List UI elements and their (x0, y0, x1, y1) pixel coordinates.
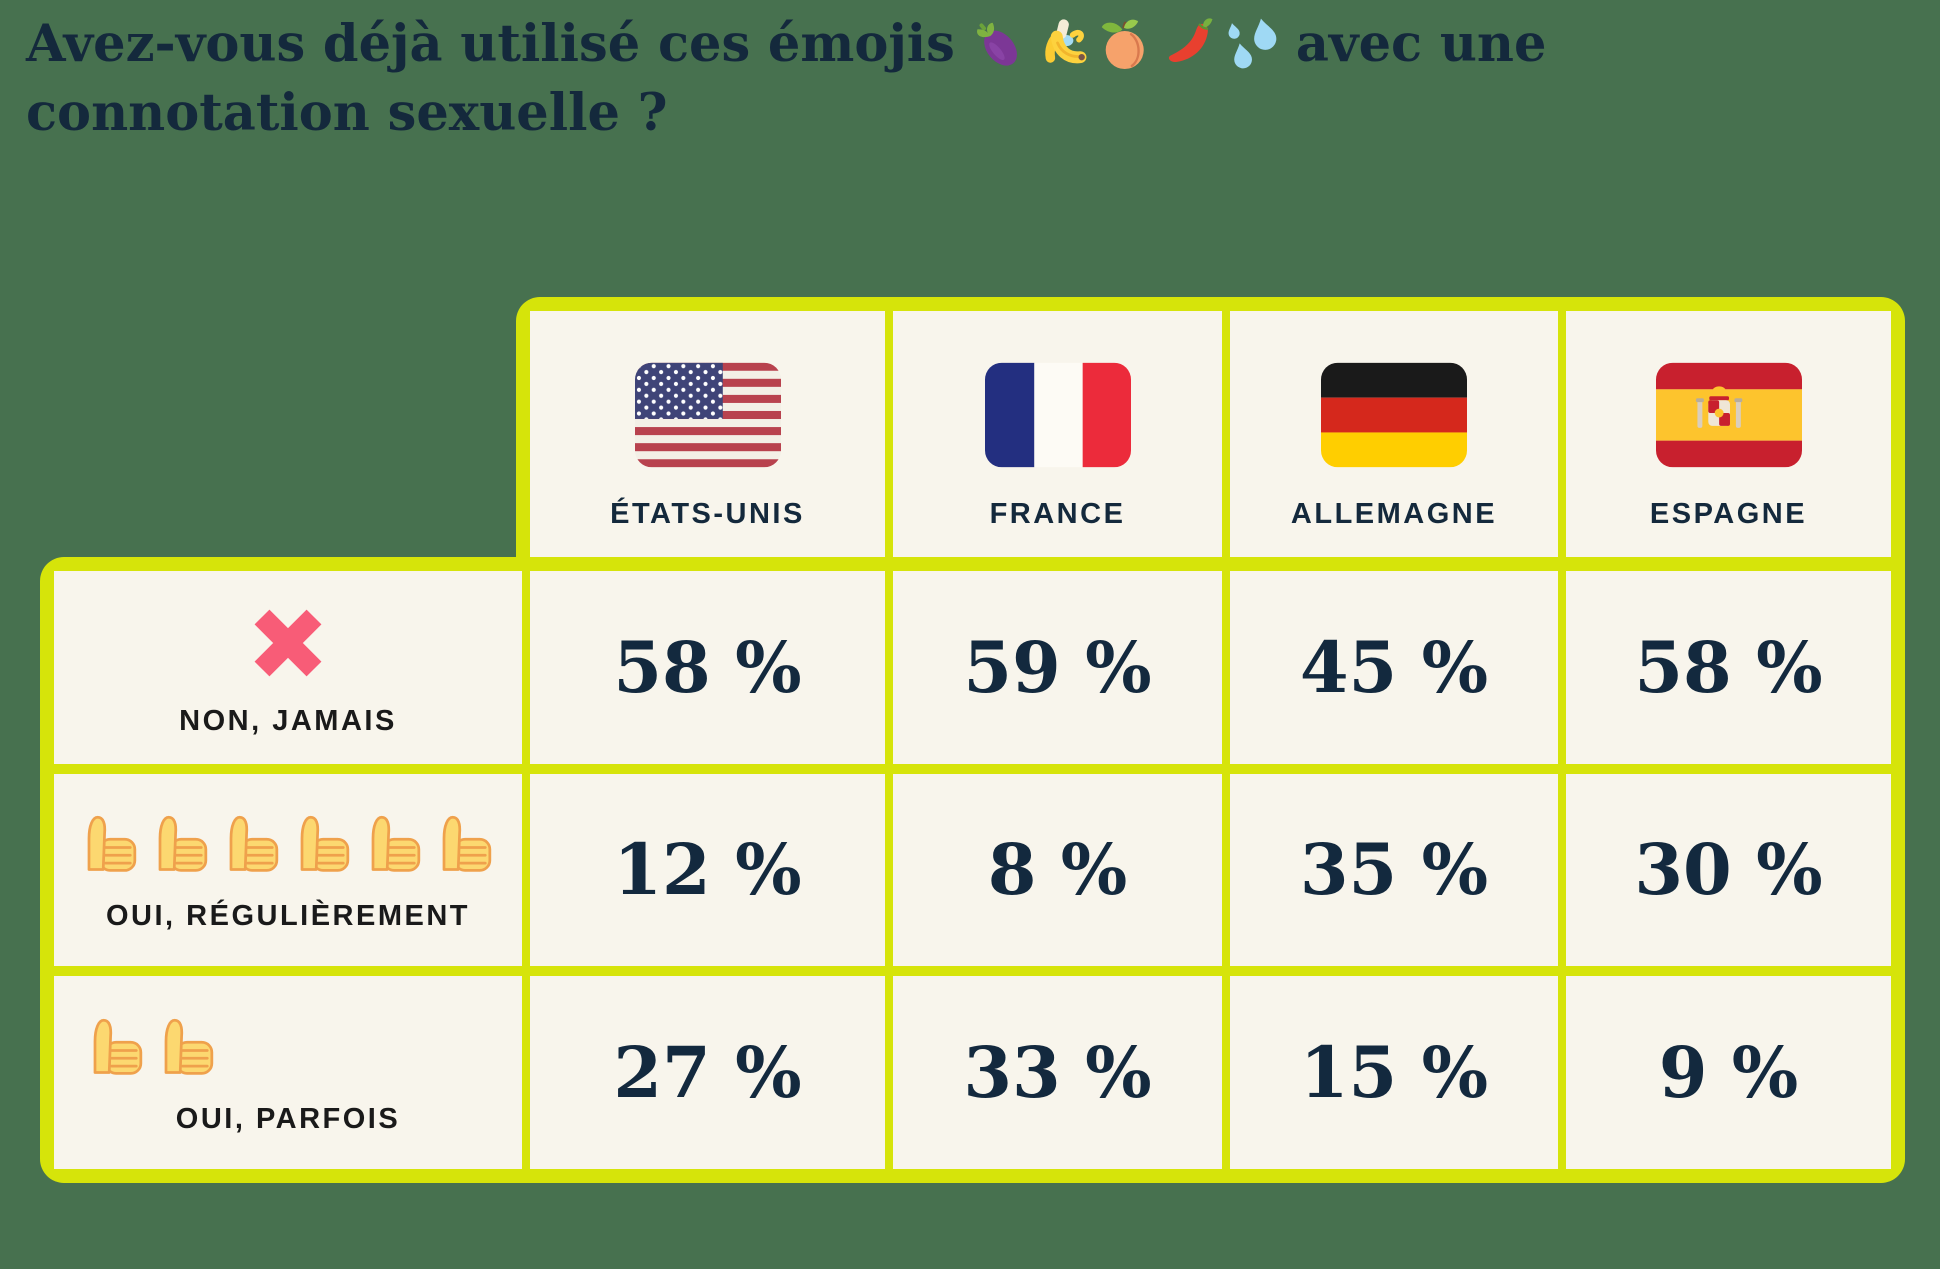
country-label-france: FRANCE (989, 498, 1126, 530)
value-espagne-oui-parfois: 9 % (1566, 976, 1891, 1169)
thumbs-up-icon (229, 816, 278, 873)
value-etats-unis-non-jamais: 58 % (530, 571, 885, 764)
thumbs-up-icon (442, 816, 491, 873)
banana-icon (1045, 18, 1087, 63)
title-line-2: connotation sexuelle ? (26, 83, 668, 143)
value-espagne-oui-regulierement: 30 % (1566, 773, 1891, 967)
thumbs-up-icon (164, 1019, 214, 1075)
germany-flag-icon (1321, 362, 1467, 468)
row-icons-oui-parfois (54, 1009, 522, 1081)
row-icons-non-jamais (54, 597, 522, 683)
value-france-oui-regulierement: 8 % (893, 773, 1222, 967)
country-label-espagne: ESPAGNE (1649, 498, 1808, 530)
value-etats-unis-oui-regulierement: 12 % (530, 773, 885, 967)
results-table: NON, JAMAIS 58 % 59 % 45 % 58 % OUI, RÉG… (40, 557, 1905, 1183)
value-allemagne-non-jamais: 45 % (1230, 571, 1558, 764)
value-allemagne-oui-parfois: 15 % (1230, 976, 1558, 1169)
value-france-oui-parfois: 33 % (893, 976, 1222, 1169)
france-flag-icon (984, 362, 1131, 468)
value-espagne-non-jamais: 58 % (1566, 571, 1891, 764)
title-text-before-emojis: Avez-vous déjà utilisé ces émojis (26, 14, 955, 74)
row-header-oui-regulierement: OUI, RÉGULIÈREMENT (54, 773, 522, 967)
column-header-france: FRANCE (893, 311, 1222, 557)
value-france-non-jamais: 59 % (893, 571, 1222, 764)
eggplant-icon (976, 22, 1017, 66)
sweat-droplets-icon (1226, 15, 1279, 70)
peach-icon (1101, 19, 1144, 69)
emoji-strip (969, 15, 1282, 73)
title-line-1: Avez-vous déjà utilisé ces émojis (26, 8, 1546, 80)
thumbs-up-icon (158, 816, 207, 873)
column-header-espagne: ESPAGNE (1566, 311, 1891, 557)
cross-mark-icon (254, 609, 322, 677)
row-label-oui-regulierement: OUI, RÉGULIÈREMENT (105, 900, 470, 933)
thumbs-up-icon (87, 816, 136, 873)
hot-pepper-icon (1168, 17, 1213, 62)
row-header-oui-parfois: OUI, PARFOIS (54, 976, 522, 1169)
value-etats-unis-oui-parfois: 27 % (530, 976, 885, 1169)
row-label-non-jamais: NON, JAMAIS (179, 704, 397, 737)
title-text-after-emojis: avec une (1295, 14, 1547, 74)
column-header-etats-unis: ÉTATS-UNIS (530, 311, 885, 557)
column-header-allemagne: ALLEMAGNE (1230, 311, 1558, 557)
row-label-oui-parfois: OUI, PARFOIS (175, 1103, 401, 1136)
row-icons-oui-regulierement (54, 806, 522, 878)
thumbs-up-icon (371, 816, 420, 873)
thumbs-up-icon (300, 816, 349, 873)
country-label-allemagne: ALLEMAGNE (1290, 498, 1498, 530)
country-header-row: ÉTATS-UNIS FRANCE ALLEMAGNE (516, 297, 1905, 557)
value-allemagne-oui-regulierement: 35 % (1230, 773, 1558, 967)
spain-flag-icon (1655, 362, 1802, 468)
row-header-non-jamais: NON, JAMAIS (54, 571, 522, 764)
country-label-etats-unis: ÉTATS-UNIS (610, 498, 805, 530)
thumbs-up-icon (93, 1019, 143, 1075)
united-states-flag-icon (634, 362, 781, 468)
page-title: Avez-vous déjà utilisé ces émojis (26, 8, 1546, 152)
